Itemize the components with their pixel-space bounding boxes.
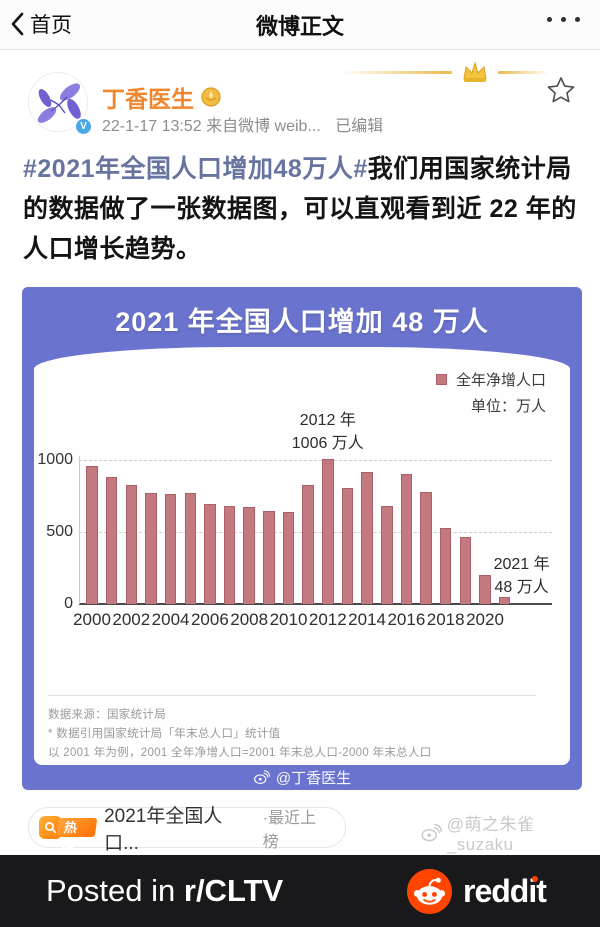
y-tick-label-1000: 1000 <box>37 451 73 468</box>
chart-card: 全年净增人口 单位：万人 数据来源：国家统计局 * 数据引用国家统计局「年末总人… <box>34 347 570 765</box>
y-axis-line <box>79 456 80 604</box>
reddit-logo-icon <box>406 868 453 915</box>
annotation-2021: 2021 年 48 万人 <box>493 556 550 596</box>
x-tick-label-2016: 2016 <box>387 610 426 629</box>
back-label: 首页 <box>30 14 72 37</box>
bar-2010 <box>282 511 295 604</box>
hot-search-status: ·最近上榜 <box>262 809 317 851</box>
lilac-flower-logo <box>30 74 87 131</box>
bar-2013 <box>341 488 354 604</box>
weibo-icon <box>421 823 442 841</box>
bar-2019 <box>459 536 472 604</box>
bar-2007 <box>223 505 236 604</box>
bar-2000 <box>86 466 98 604</box>
bar-2018 <box>439 527 452 604</box>
x-tick-label-2002: 2002 <box>112 610 151 629</box>
reddit-footer-banner[interactable]: Posted in r/CLTV reddit <box>0 855 600 927</box>
annotation-2012: 2012 年 1006 万人 <box>291 412 364 453</box>
x-tick-label-2004: 2004 <box>151 610 190 629</box>
legend-label: 全年净增人口 <box>455 372 546 389</box>
edited-label: 已编辑 <box>335 118 384 135</box>
hashtag-link[interactable]: #2021年全国人口增加48万人# <box>23 155 368 183</box>
y-tick-label-500: 500 <box>46 523 73 540</box>
author-name: 丁香医生 <box>102 86 194 112</box>
bar-2005 <box>184 493 196 604</box>
chart-title: 2021 年全国人口增加 48 万人 <box>115 307 489 337</box>
bar-2017 <box>420 491 432 604</box>
x-tick-label-2020: 2020 <box>466 610 504 629</box>
post-body: #2021年全国人口增加48万人#我们用国家统计局的数据做了一张数据图，可以直观… <box>23 149 579 269</box>
bar-2002 <box>125 485 138 604</box>
weibo-icon <box>253 770 270 785</box>
y-tick-label-0: 0 <box>64 595 73 612</box>
bar-2014 <box>361 471 373 604</box>
x-tick-label-2000: 2000 <box>73 610 111 629</box>
page-title: 微博正文 <box>255 14 344 39</box>
bar-2012 <box>322 459 334 604</box>
chart-legend: 全年净增人口 <box>435 369 546 390</box>
x-tick-label-2008: 2008 <box>230 610 269 629</box>
gridline-500 <box>79 532 552 533</box>
bar-2006 <box>204 504 216 604</box>
unit-label: 单位：万人 <box>470 398 546 415</box>
reddit-brand: reddit <box>406 868 547 915</box>
bar-2020 <box>479 574 491 604</box>
hot-search-topic: 2021年全国人口... <box>104 805 223 854</box>
post-meta: 22-1-17 13:52 来自微博 weib... 已编辑 <box>102 112 383 136</box>
chart-image[interactable]: 2021 年全国人口增加 48 万人 全年净增人口 单位：万人 数据来源：国家统… <box>22 287 582 790</box>
author-row[interactable]: 丁香医生 <box>102 80 222 114</box>
back-button[interactable]: 首页 <box>8 7 72 41</box>
vip-crown-divider <box>340 60 560 86</box>
top-nav-bar: 首页 微博正文 <box>0 0 600 50</box>
reposter-watermark-text: @萌之朱雀_suzaku <box>446 815 535 854</box>
posted-in-label: Posted in r/CLTV <box>46 873 284 908</box>
search-icon <box>39 816 62 839</box>
x-tick-label-2010: 2010 <box>269 610 308 629</box>
x-tick-label-2012: 2012 <box>308 610 347 629</box>
x-tick-label-2018: 2018 <box>426 610 465 629</box>
post-source: 来自微博 weib... <box>206 118 321 135</box>
reddit-i-dot <box>532 876 538 882</box>
favorite-star-button[interactable] <box>544 74 580 110</box>
bar-2003 <box>145 492 157 604</box>
x-tick-label-2014: 2014 <box>348 610 386 629</box>
post-body-text: 我们用国家统计局的数据做了一张数据图，可以直观看到近 22 年的人口增长趋势。 <box>23 155 577 263</box>
gold-medal-icon <box>201 87 221 107</box>
bar-2004 <box>164 494 177 604</box>
bar-2016 <box>400 473 413 604</box>
gold-line-right <box>498 71 550 74</box>
bar-2009 <box>263 510 275 604</box>
star-icon <box>547 77 575 103</box>
reposter-watermark: @萌之朱雀_suzaku <box>420 810 600 855</box>
gridline-1000 <box>79 460 552 461</box>
hot-search-badge: 热搜 <box>39 816 97 854</box>
bar-2001 <box>105 476 118 604</box>
chart-footnote-2: 以 2001 年为例，2001 全年净增人口=2001 年末总人口-2000 年… <box>48 747 432 759</box>
chart-watermark-text: @丁香医生 <box>275 770 352 787</box>
chevron-left-icon <box>11 12 24 36</box>
post-timestamp: 22-1-17 13:52 <box>102 118 202 135</box>
bar-2015 <box>381 506 393 604</box>
x-tick-label-2006: 2006 <box>190 610 229 629</box>
bar-2021 <box>498 597 511 604</box>
chart-footnote-1: * 数据引用国家统计局「年末总人口」统计值 <box>48 728 281 740</box>
hot-search-tag: 热搜 <box>56 818 97 854</box>
hot-search-pill[interactable]: 热搜 2021年全国人口... ·最近上榜 <box>28 806 346 854</box>
x-axis-line <box>79 603 552 605</box>
subreddit-name: r/CLTV <box>183 873 284 908</box>
gold-line-left <box>340 71 452 74</box>
bar-2011 <box>302 485 314 604</box>
legend-swatch <box>435 374 447 385</box>
more-menu-button[interactable] <box>543 13 584 26</box>
verified-badge-icon: V <box>74 117 93 136</box>
chart-source-note: 数据来源：国家统计局 <box>48 709 166 721</box>
chart-watermark-band: @丁香医生 <box>22 765 582 790</box>
crown-icon <box>463 61 487 82</box>
bar-2008 <box>243 507 255 604</box>
chart-footnote-divider <box>48 695 536 696</box>
avatar[interactable]: V <box>28 72 93 136</box>
reddit-wordmark: reddit <box>463 873 547 909</box>
